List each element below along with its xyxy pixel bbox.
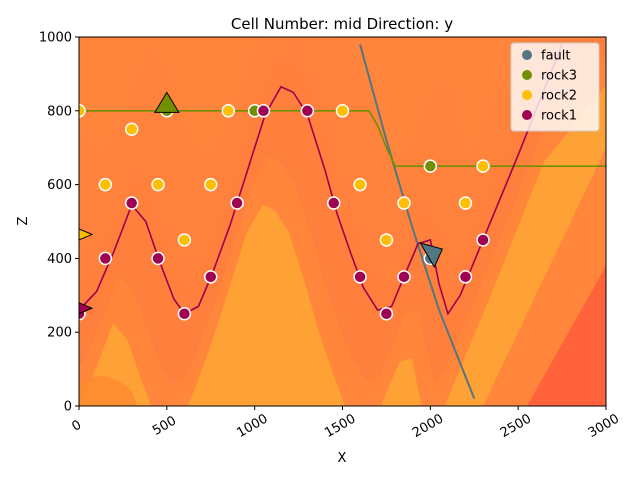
point-rock2 (151, 177, 165, 192)
x-tick-label: 2000 (410, 411, 446, 441)
point-rock2 (221, 104, 236, 118)
orientation-fault (419, 242, 444, 269)
point-rock1 (458, 270, 473, 284)
point-rock1 (379, 307, 394, 321)
point-rock2 (458, 196, 473, 210)
interface-line-rock1 (79, 44, 563, 316)
y-tick-label: 1000 (39, 31, 72, 46)
point-rock2 (98, 177, 113, 192)
point-rock1 (353, 270, 367, 284)
x-tick-label: 1000 (234, 411, 270, 441)
legend-label-fault: fault (541, 49, 571, 64)
legend-label-rock1: rock1 (541, 109, 577, 124)
point-rock2 (204, 177, 218, 192)
point-rock1 (98, 251, 113, 266)
point-rock2 (335, 104, 350, 118)
field-band (79, 37, 606, 406)
orientation-rock2 (79, 228, 94, 241)
orientation-rock3 (153, 91, 180, 113)
legend: fault rock3 rock2 rock1 (510, 42, 600, 132)
field-band (526, 265, 606, 406)
x-axis: 0 500 1000 1500 2000 2500 3000 (69, 406, 622, 441)
legend-label-rock2: rock2 (541, 89, 577, 104)
point-rock1 (300, 104, 315, 118)
point-rock1 (397, 270, 411, 284)
interface-line-fault (359, 44, 476, 399)
y-tick-label: 400 (47, 252, 72, 267)
point-rock1 (230, 196, 244, 210)
plot-area (79, 37, 606, 406)
point-rock1 (256, 104, 271, 118)
y-axis-label: Z (16, 216, 31, 225)
point-rock2 (476, 159, 490, 173)
point-rock2 (177, 233, 192, 247)
y-tick-label: 0 (64, 400, 72, 415)
legend-label-rock3: rock3 (541, 69, 577, 84)
y-tick-label: 600 (47, 178, 72, 193)
point-rock2 (124, 122, 139, 136)
legend-box (510, 42, 600, 132)
point-rock2 (79, 104, 86, 118)
legend-marker-rock1 (522, 110, 532, 120)
point-rock1 (326, 196, 341, 210)
point-rock2 (397, 196, 411, 210)
scalar-field-background (79, 37, 606, 406)
x-tick-label: 500 (150, 413, 179, 438)
orientation-rock1 (79, 302, 94, 315)
point-rock2 (379, 233, 394, 247)
point-rock1 (204, 270, 218, 284)
y-tick-label: 200 (47, 326, 72, 341)
y-axis: 0 200 400 600 800 1000 (39, 31, 79, 415)
point-rock1 (151, 251, 165, 266)
y-tick-label: 800 (47, 104, 72, 119)
x-tick-label: 2500 (498, 411, 534, 441)
x-tick-label: 3000 (586, 411, 622, 441)
point-rock2 (353, 177, 367, 192)
point-rock1 (476, 233, 490, 247)
legend-marker-rock3 (522, 70, 532, 80)
x-axis-label: X (338, 451, 347, 466)
field-band (79, 376, 137, 406)
legend-marker-rock2 (522, 90, 532, 100)
point-rock1 (177, 307, 192, 321)
point-rock1 (124, 196, 139, 210)
point-rock3 (423, 159, 438, 173)
x-tick-label: 0 (69, 418, 84, 435)
x-tick-label: 1500 (322, 411, 358, 441)
chart-title: Cell Number: mid Direction: y (231, 15, 453, 33)
orientation-markers (79, 91, 444, 315)
legend-marker-fault (522, 50, 532, 60)
